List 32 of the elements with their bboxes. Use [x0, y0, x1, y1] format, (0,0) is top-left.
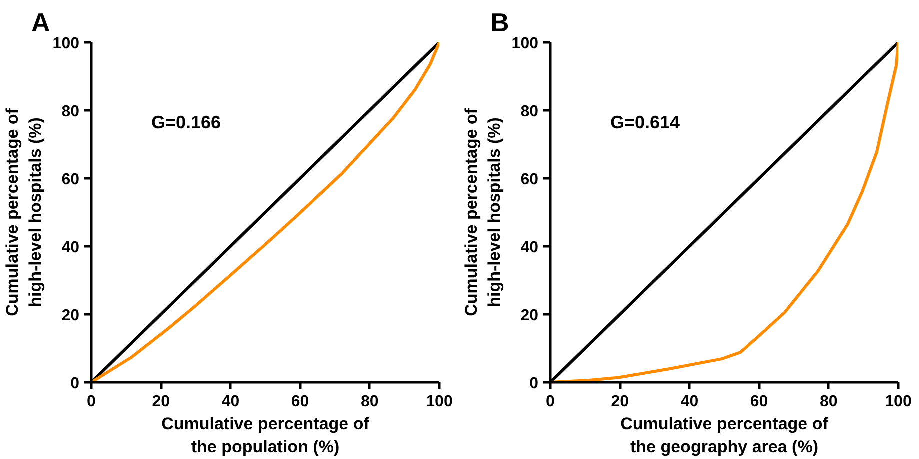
x-tick-label: 60 [750, 394, 768, 410]
y-tick-label: 100 [52, 36, 80, 52]
y-tick-label: 60 [62, 172, 80, 188]
x-tick-label: 100 [885, 394, 912, 410]
y-tick-label: 0 [530, 376, 539, 392]
y-tick-label: 60 [520, 172, 539, 188]
x-axis-title: Cumulative percentage of the geography area (%) [620, 414, 829, 456]
annotation: G=0.614 [610, 112, 680, 132]
x-tick-label: 0 [87, 394, 96, 410]
x-tick-label: 100 [426, 394, 453, 410]
y-tick-label: 40 [520, 240, 539, 256]
y-tick-label: 20 [62, 308, 80, 324]
x-tick-label: 40 [222, 394, 240, 410]
x-axis-title: Cumulative percentage of the population (%) [162, 414, 370, 456]
y-axis-title: Cumulative percentage of high-level hospitals (%) [3, 108, 45, 316]
x-tick-label: 40 [680, 394, 699, 410]
y-tick-label: 80 [62, 104, 80, 120]
x-tick-label: 0 [546, 394, 556, 410]
x-tick-label: 60 [291, 394, 310, 410]
y-tick-label: 80 [520, 104, 539, 120]
chart-title: B [490, 8, 510, 38]
y-tick-label: 40 [62, 240, 80, 256]
x-tick-label: 20 [152, 394, 170, 410]
x-tick-label: 20 [611, 394, 630, 410]
y-axis-title: Cumulative percentage of high-level hospitals (%) [462, 108, 504, 316]
y-tick-label: 0 [70, 376, 80, 392]
x-tick-label: 80 [361, 394, 379, 410]
annotation: G=0.166 [152, 112, 222, 132]
y-tick-label: 100 [512, 36, 539, 52]
x-tick-label: 80 [820, 394, 838, 410]
chart-title: A [32, 8, 50, 38]
y-tick-label: 20 [520, 308, 539, 324]
